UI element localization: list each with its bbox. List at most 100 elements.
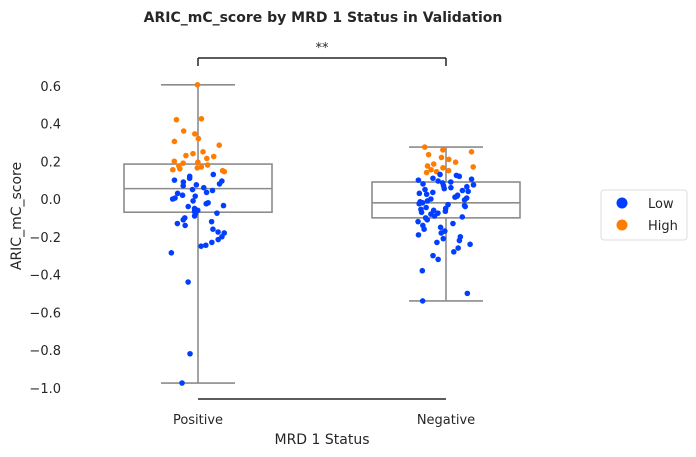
point-low (168, 249, 175, 256)
point-low (215, 236, 221, 243)
point-low (210, 171, 217, 178)
point-low (174, 220, 181, 227)
point-high (171, 158, 178, 165)
point-low (209, 187, 216, 194)
y-tick-label: −0.4 (29, 269, 61, 284)
point-low (215, 229, 221, 235)
point-low (430, 252, 436, 259)
y-tick-label: −1.0 (29, 382, 61, 397)
point-high (192, 131, 198, 137)
point-low (442, 208, 449, 215)
point-high (180, 160, 186, 166)
point-low (452, 194, 458, 200)
point-low (430, 189, 436, 196)
point-low (198, 243, 204, 249)
point-low (418, 209, 425, 216)
point-low (455, 245, 461, 251)
legend-label: High (648, 219, 678, 234)
point-high (170, 166, 176, 173)
point-low (200, 184, 207, 191)
point-low (438, 230, 445, 236)
points-layer (168, 82, 477, 386)
point-low (420, 181, 426, 187)
y-tick-label: 0.6 (40, 80, 61, 95)
point-low (185, 279, 191, 285)
significance-label: ** (316, 41, 330, 56)
x-tick-label: Positive (173, 413, 223, 428)
iqr-box (371, 181, 521, 219)
point-high (204, 162, 211, 168)
point-low (171, 177, 178, 183)
x-axis-label: MRD 1 Status (274, 432, 369, 448)
point-high (428, 166, 434, 173)
point-low (448, 179, 454, 185)
point-low (423, 191, 430, 198)
point-low (422, 186, 428, 193)
point-high (470, 164, 476, 170)
point-low (450, 249, 457, 255)
legend-label: Low (648, 197, 674, 212)
point-low (464, 290, 471, 297)
point-low (190, 198, 196, 204)
point-low (415, 177, 422, 183)
point-low (459, 187, 466, 194)
point-low (214, 210, 220, 216)
point-low (430, 175, 436, 182)
point-low (186, 175, 193, 182)
y-tick-label: −0.2 (29, 231, 61, 246)
point-high (183, 152, 189, 159)
point-low (440, 235, 447, 242)
point-low (459, 214, 466, 220)
legend-marker (616, 197, 628, 209)
y-axis-label: ARIC_mC_score (9, 162, 25, 270)
point-low (208, 218, 215, 225)
significance-bracket: ** (197, 41, 447, 66)
point-low (437, 171, 443, 178)
point-high (424, 163, 431, 169)
point-high (210, 153, 217, 160)
point-low (434, 239, 440, 246)
y-tick-label: −0.6 (29, 306, 61, 321)
point-low (169, 196, 176, 202)
point-low (450, 220, 456, 227)
legend: Low High (600, 189, 688, 241)
point-low (415, 218, 421, 225)
y-axis-ticks: 0.6 0.4 0.2 0.0 −0.2 −0.4 −0.6 −0.8 −1.0 (29, 80, 61, 397)
point-low (462, 203, 469, 210)
point-high (425, 151, 432, 158)
point-high (173, 116, 180, 123)
point-low (210, 226, 216, 232)
point-low (192, 193, 199, 199)
chart-title: ARIC_mC_score by MRD 1 Status in Validat… (144, 10, 503, 26)
point-high (423, 169, 430, 176)
point-low (416, 200, 422, 207)
point-low (193, 182, 200, 188)
point-high (216, 142, 223, 149)
x-axis-ticks: Positive Negative (173, 413, 475, 428)
point-low (456, 237, 463, 244)
point-low (431, 213, 438, 219)
y-tick-label: 0.4 (40, 118, 61, 133)
point-high (446, 156, 452, 163)
point-low (437, 224, 444, 231)
point-low (461, 197, 468, 203)
point-high (204, 155, 210, 162)
point-low (189, 186, 196, 193)
box-positive (123, 84, 273, 384)
point-low (209, 239, 215, 246)
point-low (465, 188, 471, 195)
point-high (194, 165, 201, 171)
point-high (430, 161, 437, 167)
point-high (440, 147, 446, 153)
point-high (445, 167, 452, 174)
point-low (185, 203, 191, 210)
point-high (452, 159, 459, 165)
point-low (191, 213, 198, 219)
point-low (182, 222, 188, 229)
point-low (416, 190, 423, 197)
point-high (198, 115, 205, 122)
point-high (221, 168, 228, 175)
point-high (421, 144, 428, 150)
point-low (448, 184, 454, 191)
point-low (421, 226, 427, 232)
